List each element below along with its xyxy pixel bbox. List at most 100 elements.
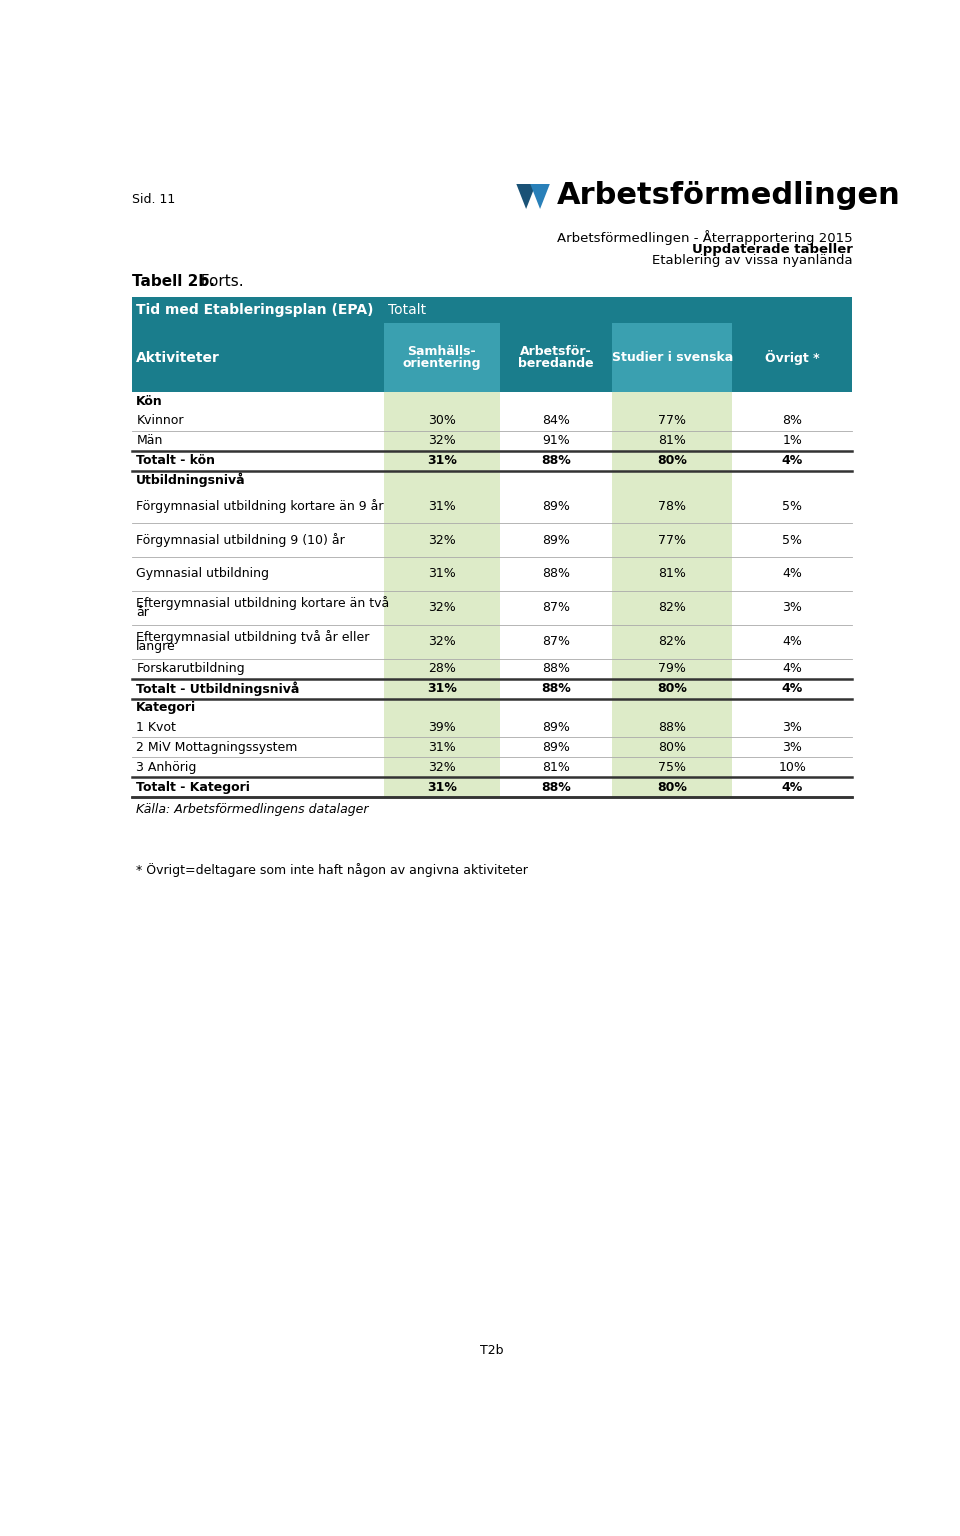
Bar (383, 777, 500, 797)
Bar (500, 659, 612, 679)
Text: 3%: 3% (782, 601, 803, 614)
Bar (732, 659, 852, 679)
Bar (383, 450, 500, 470)
Text: 32%: 32% (428, 601, 455, 614)
Text: 1 Kvot: 1 Kvot (136, 720, 176, 734)
Bar (383, 430, 500, 450)
Bar (732, 717, 852, 737)
Bar (732, 524, 852, 558)
Text: 32%: 32% (428, 533, 455, 547)
Bar (732, 430, 852, 450)
Bar (612, 625, 732, 659)
Bar (612, 679, 732, 699)
Bar (612, 490, 732, 524)
Text: Förgymnasial utbildning kortare än 9 år: Förgymnasial utbildning kortare än 9 år (136, 499, 384, 513)
Text: 89%: 89% (542, 740, 570, 754)
Text: 4%: 4% (781, 682, 803, 696)
Text: 79%: 79% (659, 662, 686, 676)
Bar (500, 737, 612, 757)
Bar (500, 450, 612, 470)
Text: 5%: 5% (782, 499, 803, 513)
Bar (612, 777, 732, 797)
Bar (383, 625, 500, 659)
Bar (383, 757, 500, 777)
Text: orientering: orientering (402, 358, 481, 370)
Text: 82%: 82% (659, 636, 686, 648)
Text: 32%: 32% (428, 636, 455, 648)
Bar (383, 679, 500, 699)
Bar (383, 737, 500, 757)
Text: Utbildningsnivå: Utbildningsnivå (136, 473, 246, 487)
Bar (500, 591, 612, 625)
Bar (732, 737, 852, 757)
Bar (612, 410, 732, 430)
Text: Kvinnor: Kvinnor (136, 415, 183, 427)
Bar (383, 410, 500, 430)
Bar (383, 659, 500, 679)
Text: 88%: 88% (541, 780, 571, 794)
Bar (732, 490, 852, 524)
Text: Förgymnasial utbildning 9 (10) år: Förgymnasial utbildning 9 (10) år (136, 533, 345, 547)
Text: Forts.: Forts. (191, 273, 244, 289)
Polygon shape (529, 181, 551, 209)
Text: 1%: 1% (782, 435, 803, 447)
Bar (612, 699, 732, 717)
Bar (383, 699, 500, 717)
Text: 91%: 91% (542, 435, 570, 447)
Bar (132, 296, 852, 323)
Bar (732, 392, 852, 410)
Bar (612, 430, 732, 450)
Text: 39%: 39% (428, 720, 455, 734)
Bar (500, 392, 612, 410)
Text: Arbetsförmedlingen: Arbetsförmedlingen (557, 181, 900, 209)
Text: 3%: 3% (782, 740, 803, 754)
Bar (500, 524, 612, 558)
Bar (500, 625, 612, 659)
Text: Källa: Arbetsförmedlingens datalager: Källa: Arbetsförmedlingens datalager (136, 803, 369, 816)
Text: 31%: 31% (426, 780, 457, 794)
Text: 89%: 89% (542, 720, 570, 734)
Text: 77%: 77% (659, 533, 686, 547)
Text: 31%: 31% (426, 682, 457, 696)
Text: 5%: 5% (782, 533, 803, 547)
Bar (500, 699, 612, 717)
Bar (383, 591, 500, 625)
Bar (732, 699, 852, 717)
Bar (732, 757, 852, 777)
Text: 80%: 80% (659, 740, 686, 754)
Text: 8%: 8% (782, 415, 803, 427)
Text: Kategori: Kategori (136, 702, 197, 714)
Bar (500, 679, 612, 699)
Text: T2b: T2b (480, 1344, 504, 1356)
Text: Tid med Etableringsplan (EPA): Tid med Etableringsplan (EPA) (136, 303, 373, 316)
Text: 32%: 32% (428, 435, 455, 447)
Text: 3%: 3% (782, 720, 803, 734)
Bar (132, 323, 852, 392)
Bar (732, 558, 852, 591)
Text: 80%: 80% (658, 780, 687, 794)
Bar (732, 591, 852, 625)
Text: 88%: 88% (542, 567, 570, 581)
Text: Totalt: Totalt (388, 303, 426, 316)
Bar (612, 558, 732, 591)
Text: Sid. 11: Sid. 11 (132, 194, 175, 206)
Bar (732, 777, 852, 797)
Text: 82%: 82% (659, 601, 686, 614)
Bar (612, 392, 732, 410)
Polygon shape (516, 181, 537, 209)
Text: 31%: 31% (428, 567, 455, 581)
Text: 4%: 4% (782, 662, 803, 676)
Bar (383, 717, 500, 737)
Text: 89%: 89% (542, 533, 570, 547)
Text: Övrigt *: Övrigt * (765, 350, 820, 366)
Text: Studier i svenska: Studier i svenska (612, 352, 732, 364)
Bar (500, 430, 612, 450)
Bar (732, 410, 852, 430)
Bar (612, 717, 732, 737)
Bar (500, 470, 612, 490)
Text: Eftergymnasial utbildning två år eller: Eftergymnasial utbildning två år eller (136, 630, 370, 644)
Text: Aktiviteter: Aktiviteter (136, 350, 220, 364)
Bar (612, 470, 732, 490)
Bar (383, 392, 500, 410)
Bar (500, 717, 612, 737)
